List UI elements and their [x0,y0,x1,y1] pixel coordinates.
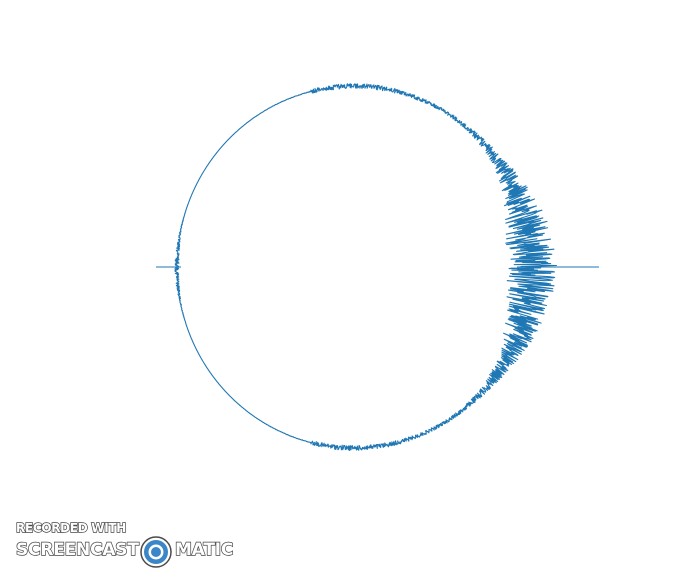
screencast-watermark: RECORDED WITH SCREENCAST MATIC [14,519,254,569]
watermark-recorded-with-text: RECORDED WITH [15,520,127,535]
watermark-brand-right-text: MATIC [174,539,234,560]
watermark-brand-left-text: SCREENCAST [15,539,139,560]
spectrum-ring-trace [156,83,599,451]
screencast-o-matic-logo-icon [140,536,172,568]
